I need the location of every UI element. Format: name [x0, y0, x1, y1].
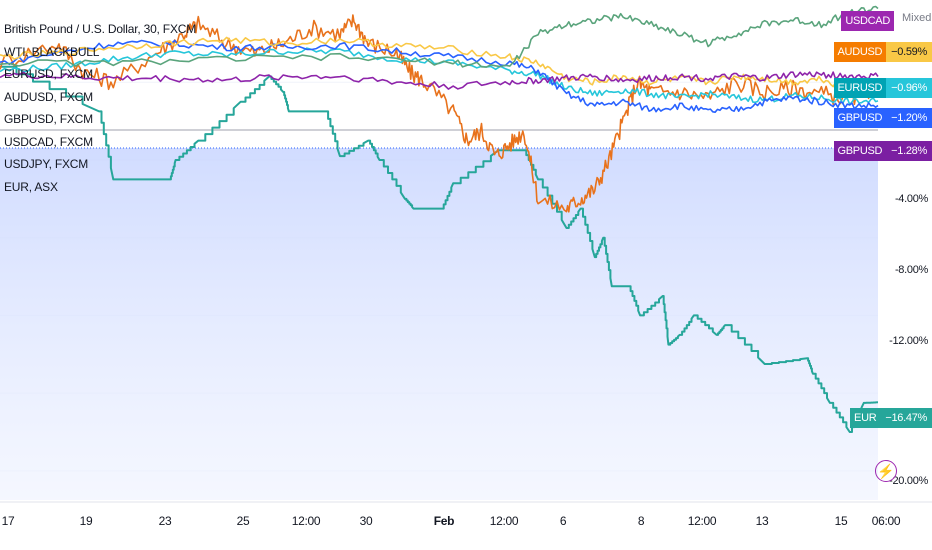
x-tick-label: 19: [79, 514, 93, 528]
legend: British Pound / U.S. Dollar, 30, FXCM WT…: [4, 18, 196, 198]
x-tick-label: 6: [559, 514, 567, 528]
pill-symbol: GBPUSD: [833, 108, 887, 128]
series-line-eurusd[interactable]: [0, 47, 879, 106]
pill-value: −16.47%: [880, 408, 932, 428]
x-tick-label: 8: [637, 514, 645, 528]
pill-symbol: AUDUSD: [833, 42, 887, 62]
price-pill-usdcad: USDCAD: [841, 11, 894, 31]
legend-title[interactable]: British Pound / U.S. Dollar, 30, FXCM: [4, 22, 197, 36]
pill-symbol: USDCAD: [841, 11, 894, 31]
x-tick-label: 12:00: [687, 514, 717, 528]
series-line-gbpusd[interactable]: [0, 39, 879, 113]
series-line-usdjpy[interactable]: [0, 5, 879, 68]
price-pill-eurusd: EURUSD −0.96%: [833, 78, 932, 98]
price-pill-gbpusd-blue: GBPUSD −1.20%: [833, 108, 932, 128]
x-tick-label: Feb: [433, 514, 455, 528]
legend-item[interactable]: GBPUSD, FXCM: [4, 112, 93, 126]
y-tick-label: -4.00%: [894, 193, 928, 205]
pill-value: −0.59%: [886, 42, 932, 62]
pill-symbol: EUR: [850, 408, 881, 428]
legend-item[interactable]: EURUSD, FXCM: [4, 67, 93, 81]
x-tick-label: 06:00: [871, 514, 901, 528]
y-tick-label: -20.00%: [889, 475, 928, 487]
x-tick-label: 23: [158, 514, 172, 528]
legend-item[interactable]: EUR, ASX: [4, 179, 58, 194]
series-line-usdcad[interactable]: [0, 71, 879, 90]
x-tick-label: 17: [1, 514, 15, 528]
x-tick-label: 13: [755, 514, 769, 528]
y-tick-label: -12.00%: [889, 335, 928, 347]
price-pill-eur: EUR −16.47%: [850, 408, 932, 428]
x-tick-label: 12:00: [291, 514, 321, 528]
area-fill: [0, 148, 878, 500]
x-tick-label: 25: [236, 514, 250, 528]
series-layer: [0, 5, 879, 433]
legend-item[interactable]: AUDUSD, FXCM: [4, 89, 93, 104]
pill-value: −1.20%: [886, 108, 932, 128]
legend-item[interactable]: USDCAD, FXCM: [4, 134, 93, 149]
legend-item[interactable]: USDJPY, FXCM: [4, 157, 89, 171]
price-pill-gbpusd-purple: GBPUSD −1.28%: [833, 141, 932, 161]
pill-symbol: GBPUSD: [833, 141, 887, 161]
y-tick-label: -8.00%: [894, 264, 928, 276]
pill-value: −1.28%: [886, 141, 932, 161]
x-tick-label: 12:00: [489, 514, 519, 528]
pill-symbol: EURUSD: [833, 78, 887, 98]
pill-value: −0.96%: [886, 78, 932, 98]
series-line-eur[interactable]: [0, 65, 879, 433]
x-tick-label: 15: [834, 514, 848, 528]
lightning-icon[interactable]: ⚡: [875, 460, 897, 482]
scale-mode-label[interactable]: Mixed: [902, 12, 932, 24]
price-pill-audusd: AUDUSD −0.59%: [833, 42, 932, 62]
legend-item[interactable]: WTI, BLACKBULL: [4, 44, 100, 59]
x-tick-label: 30: [359, 514, 373, 528]
